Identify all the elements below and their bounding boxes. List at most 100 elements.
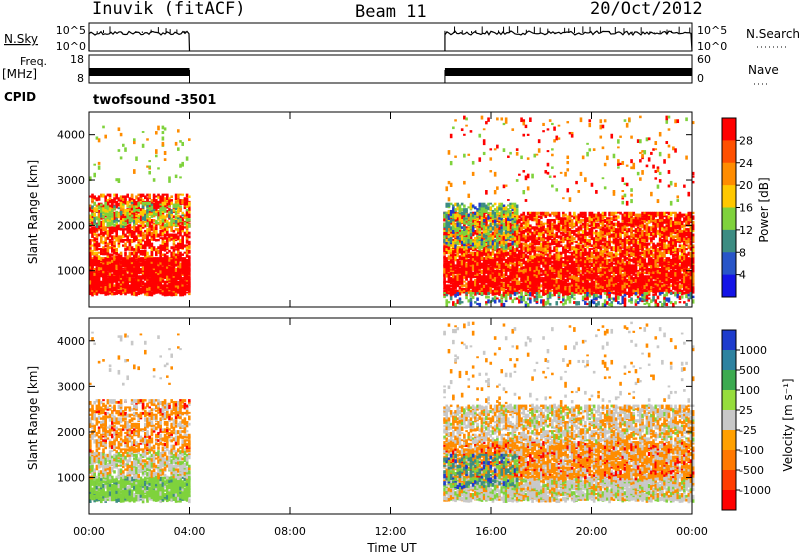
rti-cell bbox=[179, 286, 182, 291]
rti-cell bbox=[146, 264, 149, 268]
rti-cell bbox=[111, 291, 114, 296]
rti-cell bbox=[456, 277, 460, 280]
rti-cell bbox=[89, 214, 92, 219]
rti-cell bbox=[562, 282, 565, 286]
rti-cell bbox=[177, 199, 180, 203]
rti-cell bbox=[584, 280, 587, 284]
rti-cell bbox=[625, 257, 629, 260]
rti-cell bbox=[500, 262, 504, 268]
rti-cell bbox=[463, 287, 466, 290]
rti-cell bbox=[454, 269, 457, 275]
rti-cell bbox=[128, 266, 132, 270]
rti-cell bbox=[137, 282, 140, 288]
rti-cell bbox=[185, 291, 189, 294]
rti-cell bbox=[117, 219, 121, 223]
rti-cell bbox=[97, 197, 101, 201]
rti-cell bbox=[111, 216, 114, 221]
rti-cell bbox=[159, 246, 162, 251]
rti-cell bbox=[106, 266, 110, 271]
rti-cell bbox=[152, 289, 156, 295]
rti-cell bbox=[157, 221, 160, 224]
rti-cell bbox=[564, 284, 567, 287]
rti-cell bbox=[159, 244, 162, 249]
rti-cell bbox=[656, 271, 660, 277]
rti-cell bbox=[636, 271, 640, 274]
rti-cell bbox=[595, 277, 598, 281]
rti-cell bbox=[581, 282, 585, 286]
rti-cell bbox=[608, 264, 611, 269]
rti-cell bbox=[188, 275, 191, 280]
rti-cell bbox=[496, 262, 499, 266]
rti-cell bbox=[97, 224, 101, 230]
rti-cell bbox=[518, 258, 521, 262]
rti-cell bbox=[548, 289, 552, 294]
rti-cell bbox=[104, 289, 107, 295]
rti-cell bbox=[518, 280, 521, 285]
rti-cell bbox=[159, 286, 162, 290]
rti-cell bbox=[458, 251, 462, 254]
rti-cell bbox=[641, 268, 644, 273]
rti-cell bbox=[599, 258, 603, 263]
rti-cell bbox=[480, 278, 484, 282]
rti-cell bbox=[170, 277, 173, 282]
rti-cell bbox=[166, 206, 169, 209]
rti-cell bbox=[113, 228, 116, 233]
rti-cell bbox=[553, 286, 556, 291]
rti-cell bbox=[100, 220, 103, 223]
rti-cell bbox=[531, 273, 534, 278]
rti-cell bbox=[676, 287, 680, 292]
rti-cell bbox=[152, 178, 156, 182]
rti-cell bbox=[148, 165, 151, 169]
rti-cell bbox=[174, 223, 178, 227]
rti-cell bbox=[564, 280, 567, 285]
rti-cell bbox=[487, 266, 490, 271]
rti-cell bbox=[97, 266, 101, 271]
rti-cell bbox=[135, 221, 138, 224]
rti-cell bbox=[665, 287, 669, 292]
rti-cell bbox=[166, 291, 169, 297]
rti-cell bbox=[568, 275, 572, 279]
rti-cell bbox=[511, 275, 515, 280]
rti-cell bbox=[463, 264, 466, 267]
rti-cell bbox=[537, 266, 541, 269]
rti-cell bbox=[678, 264, 682, 267]
rti-cell bbox=[117, 207, 121, 210]
rti-cell bbox=[168, 266, 171, 270]
rti-cell bbox=[148, 268, 151, 272]
rti-cell bbox=[474, 246, 477, 251]
rti-cell bbox=[672, 280, 675, 285]
rti-cell bbox=[179, 244, 182, 250]
rti-cell bbox=[161, 136, 165, 141]
rti-cell bbox=[639, 273, 642, 276]
rti-cell bbox=[579, 273, 583, 279]
rti-cell bbox=[522, 287, 526, 292]
rti-cell bbox=[656, 275, 660, 278]
rti-cell bbox=[619, 282, 622, 288]
rti-cell bbox=[650, 268, 653, 273]
rti-cell bbox=[557, 271, 561, 277]
rti-cell bbox=[166, 221, 169, 224]
rti-cell bbox=[161, 231, 165, 236]
rti-cell bbox=[117, 242, 121, 245]
rti-cell bbox=[170, 257, 173, 260]
rti-cell bbox=[526, 258, 530, 263]
rti-cell bbox=[139, 210, 143, 216]
rti-cell bbox=[502, 268, 506, 272]
rti-cell bbox=[685, 271, 688, 277]
rti-cell bbox=[172, 280, 176, 284]
rti-cell bbox=[115, 278, 118, 284]
rti-cell bbox=[124, 257, 127, 260]
rti-cell bbox=[610, 287, 614, 291]
rti-cell bbox=[102, 240, 105, 245]
rti-cell bbox=[97, 264, 101, 268]
rti-cell bbox=[135, 258, 138, 261]
rti-cell bbox=[168, 205, 171, 208]
rti-cell bbox=[93, 271, 96, 276]
rti-cell bbox=[526, 280, 530, 286]
rti-cell bbox=[124, 213, 127, 216]
rti-cell bbox=[683, 268, 686, 272]
rti-cell bbox=[106, 218, 110, 221]
rti-cell bbox=[137, 209, 140, 212]
rti-cell bbox=[117, 228, 121, 231]
rti-cell bbox=[489, 273, 493, 277]
